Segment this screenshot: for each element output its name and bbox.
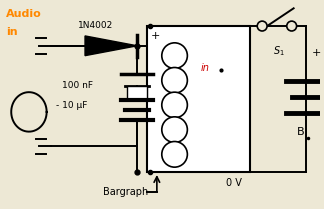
Text: 1N4002: 1N4002 (78, 21, 113, 30)
Text: in: in (201, 64, 210, 74)
Text: 100 nF: 100 nF (63, 81, 93, 90)
Text: Bargraph: Bargraph (103, 187, 148, 197)
Circle shape (162, 43, 187, 69)
Text: B: B (296, 127, 304, 137)
Text: Audio: Audio (6, 9, 42, 19)
Circle shape (257, 21, 267, 31)
Text: +: + (151, 31, 160, 41)
Polygon shape (85, 36, 137, 56)
Bar (127, 86, 147, 100)
Text: $S_1$: $S_1$ (273, 44, 285, 58)
Text: - 10 μF: - 10 μF (55, 101, 87, 110)
Bar (147, 26, 250, 172)
Circle shape (162, 92, 187, 118)
Circle shape (162, 141, 187, 167)
Text: 0 V: 0 V (226, 178, 242, 188)
Circle shape (287, 21, 296, 31)
Text: in: in (6, 27, 18, 37)
Circle shape (162, 117, 187, 143)
Circle shape (162, 68, 187, 93)
Text: +: + (311, 48, 321, 58)
